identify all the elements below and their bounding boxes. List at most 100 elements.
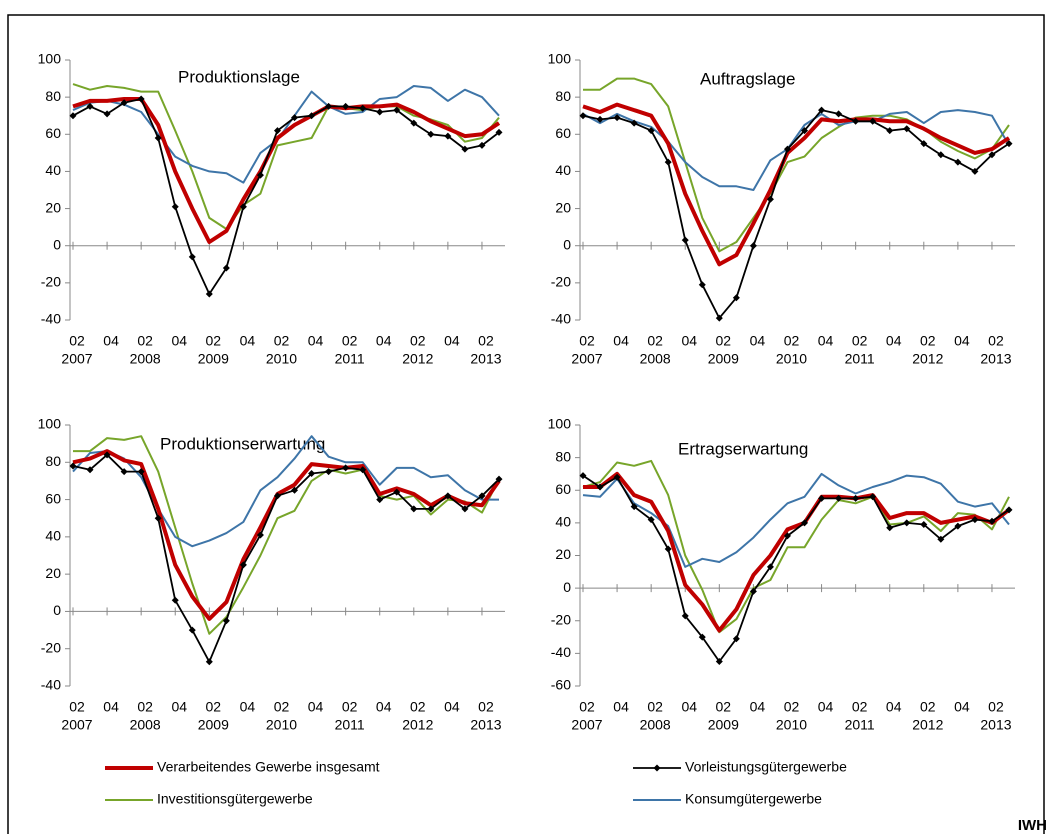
panel-title: Auftragslage [700, 69, 795, 88]
point-marker [954, 522, 962, 530]
point-marker [818, 106, 826, 114]
y-tick-label: 40 [555, 514, 571, 530]
point-marker [613, 473, 621, 481]
x-tick-label: 04 [240, 333, 256, 349]
x-tick-label: 04 [444, 699, 460, 715]
x-tick-label: 02 [784, 699, 800, 715]
point-marker [239, 561, 247, 569]
x-tick-label: 04 [376, 333, 392, 349]
x-tick-label: 04 [750, 699, 766, 715]
y-tick-label: 0 [53, 602, 61, 618]
y-tick-label: 0 [563, 236, 571, 252]
point-marker [256, 171, 264, 179]
point-marker [342, 102, 350, 110]
panel-title: Produktionserwartung [160, 434, 325, 453]
point-marker [376, 496, 384, 504]
x-year-label: 2010 [776, 351, 807, 367]
x-tick-label: 04 [171, 333, 187, 349]
point-marker [801, 519, 809, 527]
point-marker [579, 472, 587, 480]
point-marker [971, 167, 979, 175]
point-marker [664, 158, 672, 166]
point-marker [342, 464, 350, 472]
point-marker [937, 535, 945, 543]
point-marker [461, 145, 469, 153]
point-marker [886, 127, 894, 135]
point-marker [222, 264, 230, 272]
point-marker [205, 290, 213, 298]
point-marker [359, 466, 367, 474]
point-marker [137, 468, 145, 476]
x-tick-label: 04 [886, 333, 902, 349]
x-tick-label: 04 [818, 699, 834, 715]
x-year-label: 2009 [708, 351, 739, 367]
point-marker [920, 140, 928, 148]
x-tick-label: 04 [308, 699, 324, 715]
point-marker [681, 612, 689, 620]
x-tick-label: 04 [750, 333, 766, 349]
x-tick-label: 04 [376, 699, 392, 715]
y-tick-label: 60 [555, 481, 571, 497]
x-tick-label: 02 [920, 699, 936, 715]
point-marker [205, 658, 213, 666]
x-tick-label: 04 [103, 699, 119, 715]
series-line [72, 85, 500, 184]
y-tick-label: 20 [45, 199, 61, 215]
x-tick-label: 02 [274, 699, 290, 715]
legend-label: Konsumgütergewerbe [685, 791, 822, 807]
point-marker [1005, 506, 1013, 514]
point-marker [647, 516, 655, 524]
x-tick-label: 02 [137, 699, 153, 715]
point-marker [596, 483, 604, 491]
y-tick-label: 0 [563, 579, 571, 595]
series-line [582, 109, 1010, 191]
point-marker [86, 102, 94, 110]
point-marker [154, 134, 162, 142]
point-marker [852, 117, 860, 125]
x-tick-label: 02 [716, 333, 732, 349]
point-marker [647, 127, 655, 135]
x-tick-label: 02 [988, 699, 1004, 715]
legend-label: Investitionsgütergewerbe [157, 791, 313, 807]
x-tick-label: 02 [478, 699, 494, 715]
series-line [583, 471, 1011, 633]
point-marker [222, 617, 230, 625]
point-marker [103, 110, 111, 118]
y-tick-label: -20 [41, 639, 61, 655]
point-marker [732, 635, 740, 643]
y-tick-label: -40 [551, 311, 571, 327]
point-marker [393, 106, 401, 114]
point-marker [239, 203, 247, 211]
x-tick-label: 02 [410, 699, 426, 715]
point-marker [749, 587, 757, 595]
x-year-label: 2012 [912, 351, 943, 367]
x-tick-label: 04 [171, 699, 187, 715]
point-marker [903, 519, 911, 527]
point-marker [154, 514, 162, 522]
x-year-label: 2013 [470, 717, 501, 733]
point-marker [325, 468, 333, 476]
y-tick-label: 40 [555, 162, 571, 178]
point-marker [478, 141, 486, 149]
point-marker [613, 114, 621, 122]
x-tick-label: 02 [410, 333, 426, 349]
point-marker [783, 145, 791, 153]
point-marker [715, 658, 723, 666]
x-year-label: 2013 [980, 351, 1011, 367]
x-year-label: 2011 [335, 717, 365, 733]
x-tick-label: 04 [613, 333, 629, 349]
point-marker [69, 112, 77, 120]
x-tick-label: 02 [274, 333, 290, 349]
point-marker [359, 104, 367, 112]
point-marker [410, 119, 418, 127]
x-year-label: 2012 [402, 351, 433, 367]
point-marker [971, 516, 979, 524]
legend-label: Verarbeitendes Gewerbe insgesamt [157, 759, 380, 775]
series-line [72, 98, 500, 295]
point-marker [103, 451, 111, 459]
x-tick-label: 02 [206, 699, 222, 715]
y-tick-label: 80 [45, 453, 61, 469]
point-marker [835, 110, 843, 118]
series-line [72, 435, 499, 548]
y-tick-label: -40 [41, 311, 61, 327]
